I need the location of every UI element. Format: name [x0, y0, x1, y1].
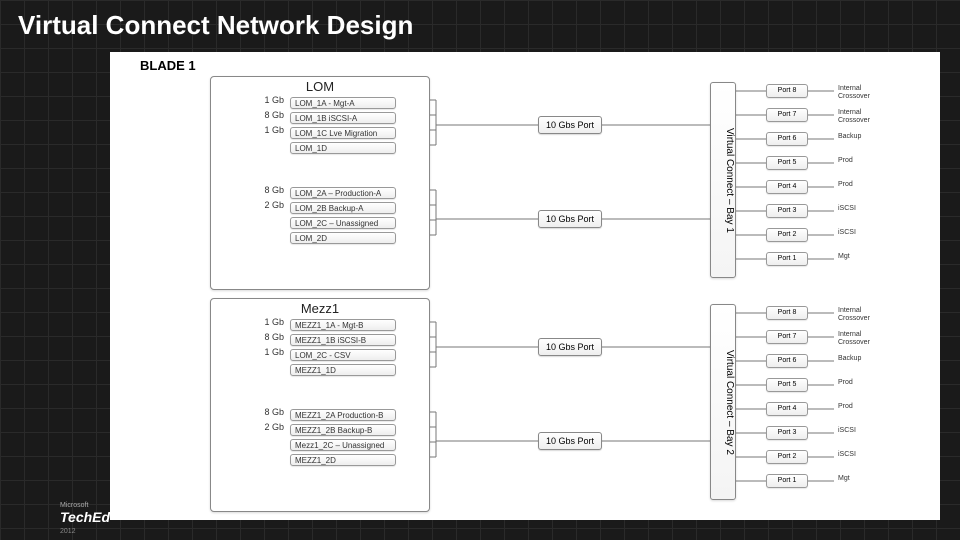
- uplink-port: Port 4: [766, 180, 808, 194]
- footer-logo: Microsoft TechEd 2012: [60, 502, 110, 536]
- network-label: Prod: [838, 157, 888, 165]
- network-label: Internal Crossover: [838, 109, 888, 125]
- nic-row: LOM_2C - CSV: [290, 349, 396, 361]
- uplink-port: Port 4: [766, 402, 808, 416]
- network-label: Backup: [838, 133, 888, 141]
- gbs-port: 10 Gbs Port: [538, 210, 602, 228]
- nic-row: MEZZ1_1A - Mgt-B: [290, 319, 396, 331]
- uplink-port: Port 1: [766, 252, 808, 266]
- gbs-port: 10 Gbs Port: [538, 116, 602, 134]
- bandwidth-label: 1 Gb: [254, 95, 284, 105]
- uplink-port: Port 6: [766, 354, 808, 368]
- network-label: iSCSI: [838, 451, 888, 459]
- network-label: Prod: [838, 379, 888, 387]
- vc-bay-label: Virtual Connect – Bay 2: [711, 305, 735, 499]
- network-label: Internal Crossover: [838, 307, 888, 323]
- uplink-port: Port 2: [766, 228, 808, 242]
- nic-row: LOM_1A - Mgt-A: [290, 97, 396, 109]
- footer-vendor: Microsoft: [60, 502, 110, 509]
- uplink-port: Port 2: [766, 450, 808, 464]
- network-label: Internal Crossover: [838, 85, 888, 101]
- bandwidth-label: 2 Gb: [254, 200, 284, 210]
- uplink-port: Port 3: [766, 204, 808, 218]
- nic-row: MEZZ1_1D: [290, 364, 396, 376]
- network-label: Mgt: [838, 253, 888, 261]
- footer-brand: TechEd: [60, 509, 110, 525]
- uplink-port: Port 8: [766, 84, 808, 98]
- gbs-port: 10 Gbs Port: [538, 432, 602, 450]
- network-label: iSCSI: [838, 205, 888, 213]
- uplink-port: Port 5: [766, 378, 808, 392]
- page-title: Virtual Connect Network Design: [18, 10, 413, 41]
- blade-label: BLADE 1: [140, 58, 196, 73]
- nic-row: LOM_1B iSCSI-A: [290, 112, 396, 124]
- section-title-mezz: Mezz1: [211, 299, 429, 320]
- nic-row: LOM_2C – Unassigned: [290, 217, 396, 229]
- bandwidth-label: 2 Gb: [254, 422, 284, 432]
- network-label: Mgt: [838, 475, 888, 483]
- uplink-port: Port 6: [766, 132, 808, 146]
- network-label: iSCSI: [838, 427, 888, 435]
- network-label: iSCSI: [838, 229, 888, 237]
- nic-row: LOM_1D: [290, 142, 396, 154]
- bandwidth-label: 1 Gb: [254, 125, 284, 135]
- uplink-port: Port 7: [766, 108, 808, 122]
- network-label: Internal Crossover: [838, 331, 888, 347]
- nic-row: MEZZ1_2B Backup-B: [290, 424, 396, 436]
- network-label: Prod: [838, 403, 888, 411]
- vc-bay: Virtual Connect – Bay 1: [710, 82, 736, 278]
- bandwidth-label: 8 Gb: [254, 185, 284, 195]
- network-label: Prod: [838, 181, 888, 189]
- uplink-port: Port 8: [766, 306, 808, 320]
- nic-row: LOM_2D: [290, 232, 396, 244]
- nic-row: MEZZ1_1B iSCSI-B: [290, 334, 396, 346]
- uplink-port: Port 7: [766, 330, 808, 344]
- nic-row: LOM_2B Backup-A: [290, 202, 396, 214]
- nic-row: MEZZ1_2A Production-B: [290, 409, 396, 421]
- network-label: Backup: [838, 355, 888, 363]
- section-title-lom: LOM: [211, 77, 429, 98]
- bandwidth-label: 8 Gb: [254, 407, 284, 417]
- vc-bay-label: Virtual Connect – Bay 1: [711, 83, 735, 277]
- vc-bay: Virtual Connect – Bay 2: [710, 304, 736, 500]
- nic-row: Mezz1_2C – Unassigned: [290, 439, 396, 451]
- nic-row: MEZZ1_2D: [290, 454, 396, 466]
- nic-row: LOM_1C Lve Migration: [290, 127, 396, 139]
- uplink-port: Port 3: [766, 426, 808, 440]
- bandwidth-label: 1 Gb: [254, 347, 284, 357]
- bandwidth-label: 1 Gb: [254, 317, 284, 327]
- nic-row: LOM_2A – Production-A: [290, 187, 396, 199]
- gbs-port: 10 Gbs Port: [538, 338, 602, 356]
- uplink-port: Port 1: [766, 474, 808, 488]
- diagram-canvas: BLADE 1 LOM Mezz1 LOM_1A - Mgt-A 1 Gb LOM_1B…: [110, 52, 940, 520]
- bandwidth-label: 8 Gb: [254, 110, 284, 120]
- bandwidth-label: 8 Gb: [254, 332, 284, 342]
- footer-year: 2012: [60, 528, 76, 535]
- uplink-port: Port 5: [766, 156, 808, 170]
